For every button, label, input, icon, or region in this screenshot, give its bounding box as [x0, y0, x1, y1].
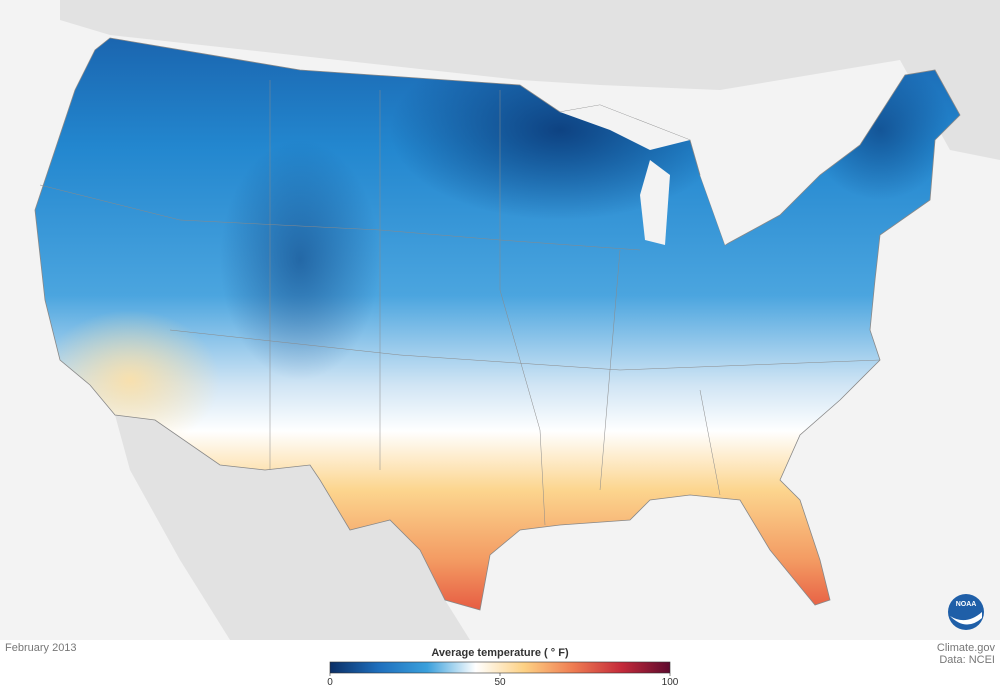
credit-source: Climate.gov — [937, 642, 996, 654]
legend-title: Average temperature ( ° F) — [431, 647, 569, 659]
state-border — [699, 389, 721, 496]
colorbar-tick-label: 50 — [494, 677, 506, 688]
us-outline — [34, 37, 961, 611]
colorbar: 0 50 100 — [327, 661, 679, 688]
state-border — [169, 329, 881, 371]
lake-superior — [560, 105, 690, 150]
colorbar-ramp — [329, 661, 671, 674]
date-label: February 2013 — [5, 642, 77, 654]
lake-huron — [700, 175, 745, 245]
state-borders — [39, 80, 881, 526]
logo-wave — [950, 612, 982, 625]
canada — [60, 0, 1000, 160]
state-border — [499, 90, 546, 526]
credit-data: Data: NCEI — [939, 654, 995, 666]
logo-text: NOAA — [956, 601, 977, 608]
cold-region — [220, 140, 380, 380]
lake-michigan — [640, 160, 670, 245]
mexico — [115, 415, 470, 640]
colorbar-tick-label: 0 — [327, 677, 333, 688]
colorbar-tick-label: 100 — [662, 677, 679, 688]
state-border — [599, 249, 621, 491]
logo — [948, 594, 984, 630]
